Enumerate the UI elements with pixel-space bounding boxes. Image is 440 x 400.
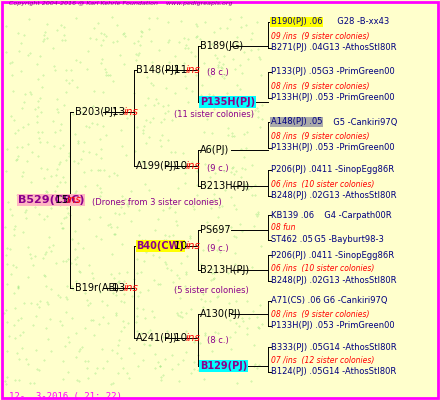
- Text: B40(CW): B40(CW): [136, 241, 184, 251]
- Text: B213H(PJ): B213H(PJ): [200, 181, 249, 191]
- Text: B248(PJ) .02G13 -AthosStI80R: B248(PJ) .02G13 -AthosStI80R: [271, 192, 396, 200]
- Text: ins: ins: [67, 195, 82, 205]
- Text: A71(CS) .06: A71(CS) .06: [271, 296, 320, 305]
- Text: (8 c.): (8 c.): [207, 68, 228, 76]
- Text: 08 fun: 08 fun: [271, 224, 295, 232]
- Text: 08 /ins  (9 sister colonies): 08 /ins (9 sister colonies): [271, 132, 369, 140]
- Text: ins: ins: [186, 333, 201, 343]
- Text: 09 /ins  (9 sister colonies): 09 /ins (9 sister colonies): [271, 32, 369, 40]
- Text: B529(CBC): B529(CBC): [18, 195, 84, 205]
- Text: A130(PJ): A130(PJ): [200, 309, 242, 319]
- Text: 10: 10: [174, 333, 190, 343]
- Text: B213H(PJ): B213H(PJ): [200, 265, 249, 275]
- Text: G5 -Bayburt98-3: G5 -Bayburt98-3: [309, 236, 384, 244]
- Text: (9 c.): (9 c.): [207, 244, 228, 252]
- Text: ins: ins: [186, 241, 201, 251]
- Text: P133(PJ) .05G3 -PrimGreen00: P133(PJ) .05G3 -PrimGreen00: [271, 68, 394, 76]
- Text: (11 sister colonies): (11 sister colonies): [174, 110, 254, 118]
- Text: P133H(PJ) .053 -PrimGreen00: P133H(PJ) .053 -PrimGreen00: [271, 144, 394, 152]
- Text: KB139 .06: KB139 .06: [271, 211, 314, 220]
- Text: (Drones from 3 sister colonies): (Drones from 3 sister colonies): [92, 198, 222, 206]
- Text: A241(PJ): A241(PJ): [136, 333, 178, 343]
- Text: ins: ins: [186, 161, 201, 171]
- Text: 08 /ins  (9 sister colonies): 08 /ins (9 sister colonies): [271, 82, 369, 90]
- Text: A148(PJ) .05: A148(PJ) .05: [271, 118, 322, 126]
- Text: P135H(PJ): P135H(PJ): [200, 97, 255, 107]
- Text: P133H(PJ) .053 -PrimGreen00: P133H(PJ) .053 -PrimGreen00: [271, 94, 394, 102]
- Text: PS697: PS697: [200, 225, 231, 235]
- Text: G4 -Carpath00R: G4 -Carpath00R: [319, 211, 392, 220]
- Text: B19r(AB): B19r(AB): [75, 283, 119, 293]
- Text: 15: 15: [55, 195, 71, 205]
- Text: G5 -Cankiri97Q: G5 -Cankiri97Q: [328, 118, 397, 126]
- Text: B129(PJ): B129(PJ): [200, 361, 247, 371]
- Text: 07 /ins  (12 sister colonies): 07 /ins (12 sister colonies): [271, 356, 374, 364]
- Text: A199(PJ): A199(PJ): [136, 161, 178, 171]
- Text: ins: ins: [124, 283, 139, 293]
- Text: P206(PJ) .0411 -SinopEgg86R: P206(PJ) .0411 -SinopEgg86R: [271, 166, 394, 174]
- Text: 13: 13: [112, 283, 129, 293]
- Text: ins: ins: [186, 65, 201, 75]
- Text: B333(PJ) .05G14 -AthosStI80R: B333(PJ) .05G14 -AthosStI80R: [271, 343, 396, 352]
- Text: Copyright 2004-2016 @ Karl Kehrle Foundation    www.pedigreapis.org: Copyright 2004-2016 @ Karl Kehrle Founda…: [9, 1, 232, 6]
- Text: (8 c.): (8 c.): [207, 336, 228, 344]
- Text: P133H(PJ) .053 -PrimGreen00: P133H(PJ) .053 -PrimGreen00: [271, 322, 394, 330]
- Text: B203(PJ): B203(PJ): [75, 107, 117, 117]
- Text: 10: 10: [174, 241, 190, 251]
- Text: G6 -Cankiri97Q: G6 -Cankiri97Q: [318, 296, 387, 305]
- Text: P206(PJ) .0411 -SinopEgg86R: P206(PJ) .0411 -SinopEgg86R: [271, 251, 394, 260]
- Text: B190(PJ) .06: B190(PJ) .06: [271, 18, 322, 26]
- Text: (5 sister colonies): (5 sister colonies): [174, 286, 249, 294]
- Text: B271(PJ) .04G13 -AthosStI80R: B271(PJ) .04G13 -AthosStI80R: [271, 44, 396, 52]
- Text: ins: ins: [124, 107, 139, 117]
- Text: 11: 11: [174, 65, 191, 75]
- Text: B248(PJ) .02G13 -AthosStI80R: B248(PJ) .02G13 -AthosStI80R: [271, 276, 396, 285]
- Text: 06 /ins  (10 sister colonies): 06 /ins (10 sister colonies): [271, 264, 374, 273]
- Text: 06 /ins  (10 sister colonies): 06 /ins (10 sister colonies): [271, 180, 374, 188]
- Text: B148(PJ): B148(PJ): [136, 65, 178, 75]
- Text: 13: 13: [112, 107, 129, 117]
- Text: 10: 10: [174, 161, 190, 171]
- Text: (9 c.): (9 c.): [207, 164, 228, 172]
- Text: 08 /ins  (9 sister colonies): 08 /ins (9 sister colonies): [271, 310, 369, 318]
- Text: ST462 .05: ST462 .05: [271, 236, 312, 244]
- Text: A6(PJ): A6(PJ): [200, 145, 229, 155]
- Text: 12-  3-2016 ( 21: 22): 12- 3-2016 ( 21: 22): [9, 392, 122, 400]
- Text: B189(JG): B189(JG): [200, 41, 243, 51]
- Text: G28 -B-xx43: G28 -B-xx43: [332, 18, 389, 26]
- Text: B124(PJ) .05G14 -AthosStI80R: B124(PJ) .05G14 -AthosStI80R: [271, 368, 396, 376]
